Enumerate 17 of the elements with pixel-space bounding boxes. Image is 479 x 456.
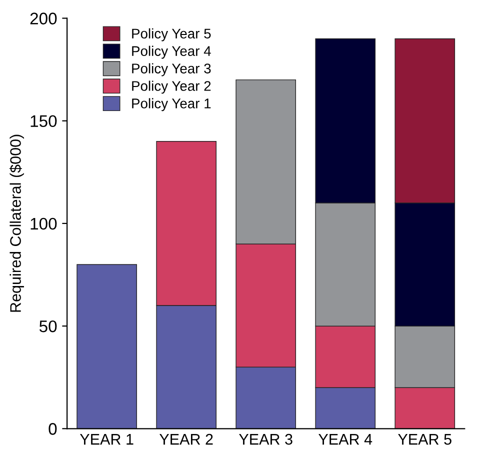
x-tick-label: YEAR 4 <box>318 434 372 445</box>
x-tick-label: YEAR 3 <box>239 434 292 445</box>
y-tick-label: 150 <box>30 115 57 128</box>
y-tick-label: 200 <box>30 12 57 24</box>
x-tick-label: YEAR 1 <box>80 434 134 445</box>
y-tick-label: 0 <box>48 423 57 435</box>
y-tick-label: 100 <box>30 218 57 230</box>
legend-label: Policy Year 5 <box>132 28 211 42</box>
legend-label: Policy Year 2 <box>132 80 211 94</box>
y-axis-title: Required Collateral ($000) <box>9 134 24 312</box>
x-tick-label: YEAR 5 <box>398 434 452 445</box>
legend-label: Policy Year 3 <box>132 63 211 76</box>
legend-label: Policy Year 1 <box>132 98 211 112</box>
x-tick-label: YEAR 2 <box>159 434 213 445</box>
legend-label: Policy Year 4 <box>132 46 211 59</box>
bar <box>76 264 137 429</box>
y-tick-label: 50 <box>39 320 57 332</box>
